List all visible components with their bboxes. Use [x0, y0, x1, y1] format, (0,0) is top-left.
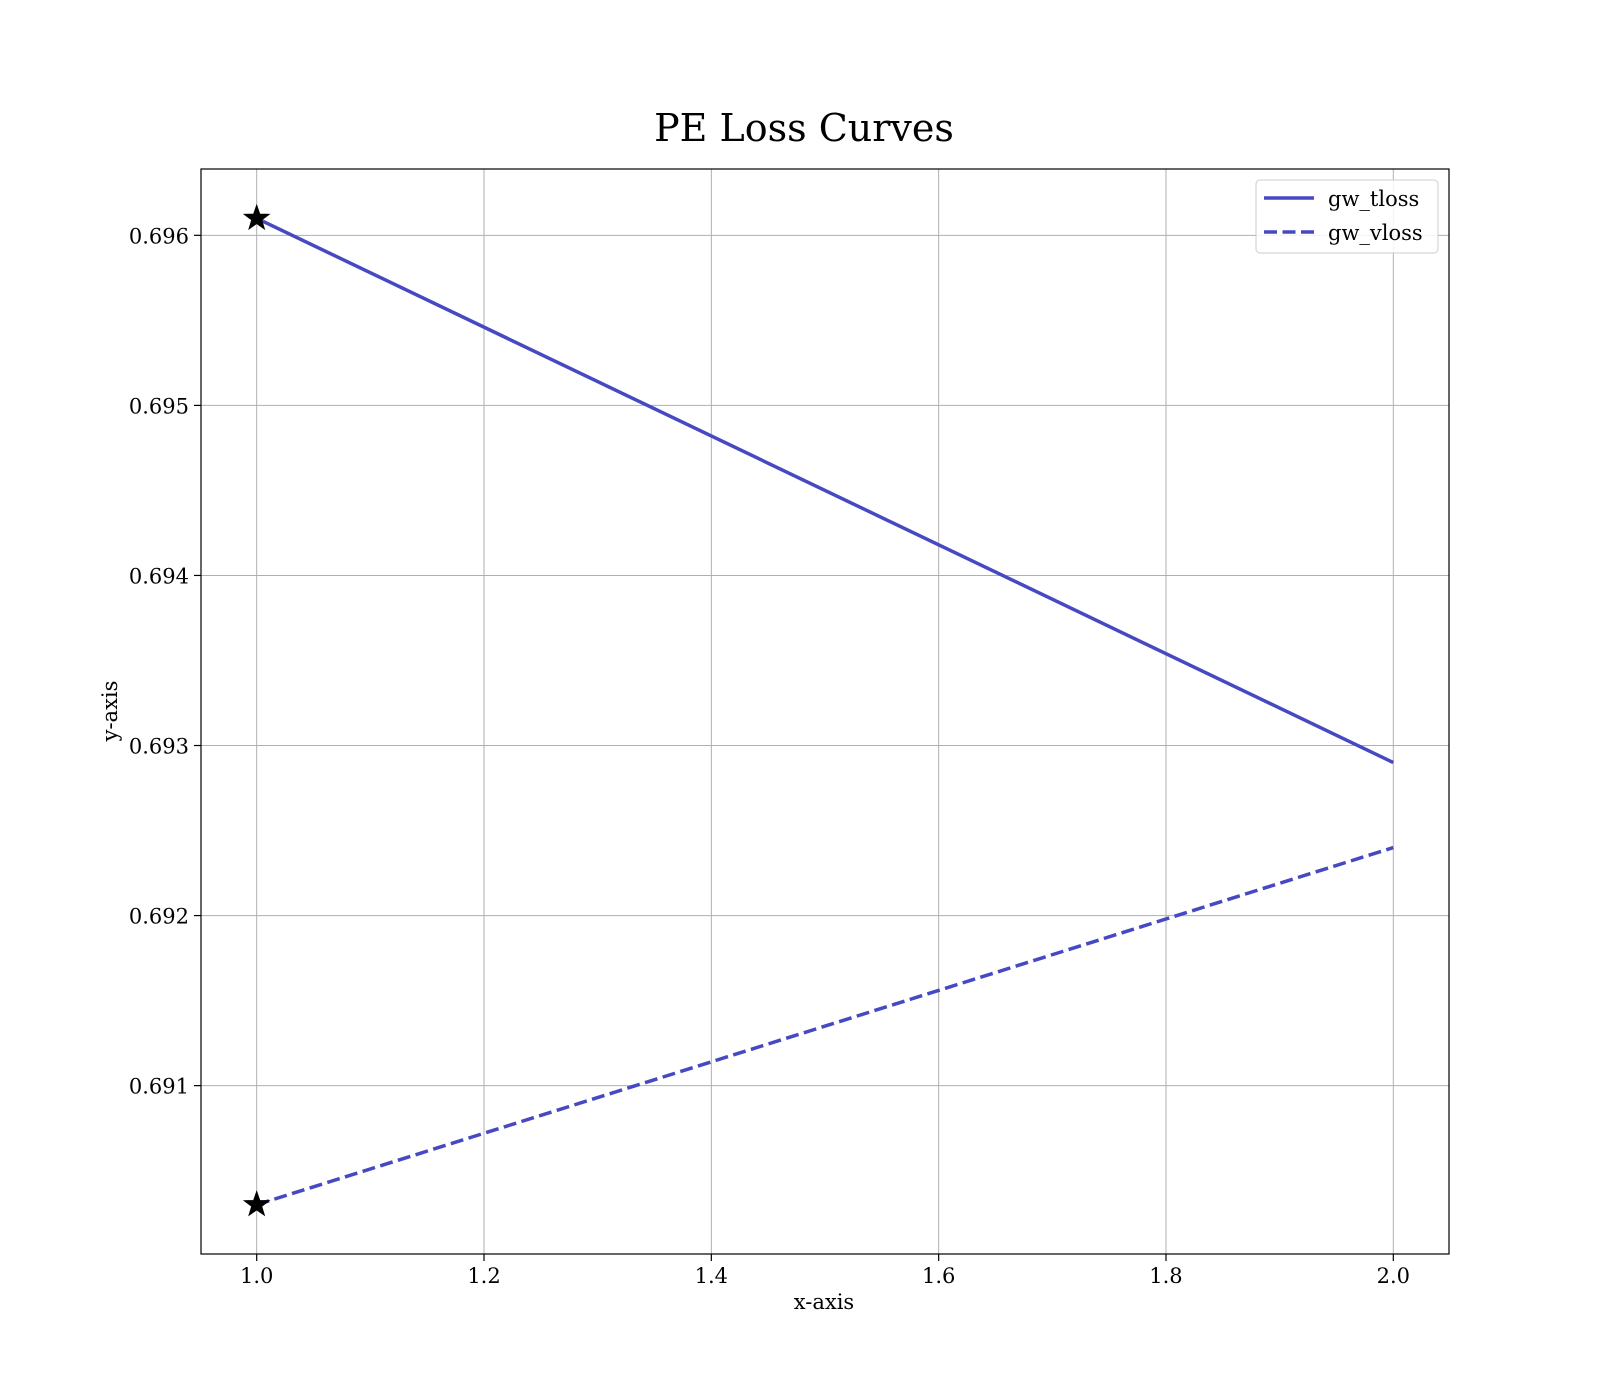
y-tick-label: 0.693: [129, 735, 189, 759]
legend-label-gw-vloss: gw_vloss: [1328, 221, 1423, 245]
x-tick-label: 1.0: [240, 1264, 273, 1288]
x-tick-label: 2.0: [1377, 1264, 1410, 1288]
y-tick-label: 0.691: [129, 1075, 189, 1099]
y-tick-label: 0.696: [129, 224, 189, 248]
x-axis-ticks: 1.0 1.2 1.4 1.6 1.8 2.0: [240, 1254, 1410, 1288]
series-line-gw-tloss: [255, 216, 1395, 765]
series-line-gw-vloss: [256, 845, 1394, 1207]
y-axis-label: y-axis: [98, 681, 122, 743]
y-axis-ticks: 0.691 0.692 0.693 0.694 0.695 0.696: [129, 224, 201, 1099]
grid-lines: [201, 169, 1449, 1254]
legend-label-gw-tloss: gw_tloss: [1328, 187, 1419, 211]
x-tick-label: 1.6: [922, 1264, 955, 1288]
y-tick-label: 0.695: [129, 394, 189, 418]
x-tick-label: 1.4: [695, 1264, 728, 1288]
plot-frame: [200, 168, 1450, 1255]
y-tick-label: 0.692: [129, 905, 189, 929]
y-tick-label: 0.694: [129, 564, 189, 588]
star-marker-gw-tloss: [242, 203, 271, 231]
star-marker-gw-vloss: [242, 1190, 271, 1217]
series-lines: [255, 216, 1395, 1207]
x-tick-label: 1.8: [1149, 1264, 1182, 1288]
legend: gw_tloss gw_vloss: [1255, 179, 1439, 254]
series-markers: [242, 203, 271, 1217]
chart-title: PE Loss Curves: [654, 106, 954, 150]
x-axis-label: x-axis: [794, 1290, 854, 1314]
x-tick-label: 1.2: [467, 1264, 500, 1288]
